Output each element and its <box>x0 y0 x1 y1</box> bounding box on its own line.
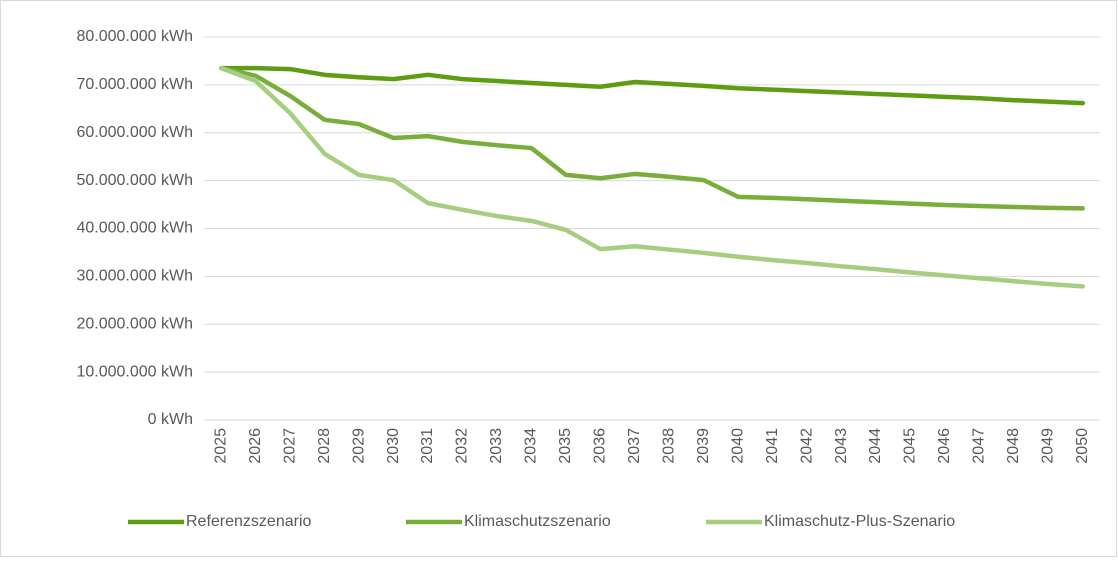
x-tick-label: 2049 <box>1040 428 1057 464</box>
y-tick-label: 50.000.000 kWh <box>76 172 193 189</box>
x-tick-label: 2029 <box>350 428 367 464</box>
series-line <box>218 65 1086 211</box>
x-tick-label: 2042 <box>798 428 815 464</box>
x-tick-label: 2034 <box>523 428 540 464</box>
x-tick-label: 2028 <box>316 428 333 464</box>
x-tick-label: 2032 <box>454 428 471 464</box>
x-tick-label: 2031 <box>419 428 436 464</box>
x-tick-label: 2039 <box>695 428 712 464</box>
legend-label: Klimaschutzszenario <box>464 513 611 530</box>
x-tick-label: 2045 <box>902 428 919 464</box>
x-tick-label: 2038 <box>660 428 677 464</box>
legend-label: Referenzszenario <box>186 513 312 530</box>
x-tick-label: 2036 <box>592 428 609 464</box>
series-line <box>218 65 1086 106</box>
y-tick-label: 80.000.000 kWh <box>76 28 193 45</box>
x-tick-label: 2030 <box>385 428 402 464</box>
x-tick-label: 2033 <box>488 428 505 464</box>
y-tick-label: 40.000.000 kWh <box>76 220 193 237</box>
series-line <box>218 65 1086 289</box>
x-tick-label: 2047 <box>971 428 988 464</box>
x-tick-label: 2046 <box>936 428 953 464</box>
x-tick-label: 2035 <box>557 428 574 464</box>
y-tick-label: 10.000.000 kWh <box>76 363 193 380</box>
y-tick-label: 30.000.000 kWh <box>76 268 193 285</box>
y-tick-label: 70.000.000 kWh <box>76 76 193 93</box>
x-tick-label: 2044 <box>867 428 884 464</box>
legend-label: Klimaschutz-Plus-Szenario <box>764 513 955 530</box>
x-tick-label: 2043 <box>833 428 850 464</box>
x-tick-label: 2040 <box>729 428 746 464</box>
x-tick-label: 2041 <box>764 428 781 464</box>
x-tick-label: 2037 <box>626 428 643 464</box>
y-tick-label: 0 kWh <box>148 411 193 428</box>
x-tick-label: 2026 <box>247 428 264 464</box>
y-tick-label: 20.000.000 kWh <box>76 315 193 332</box>
x-tick-label: 2048 <box>1005 428 1022 464</box>
x-tick-label: 2050 <box>1074 428 1091 464</box>
x-tick-label: 2027 <box>281 428 298 464</box>
x-tick-label: 2025 <box>212 428 229 464</box>
y-tick-label: 60.000.000 kWh <box>76 124 193 141</box>
